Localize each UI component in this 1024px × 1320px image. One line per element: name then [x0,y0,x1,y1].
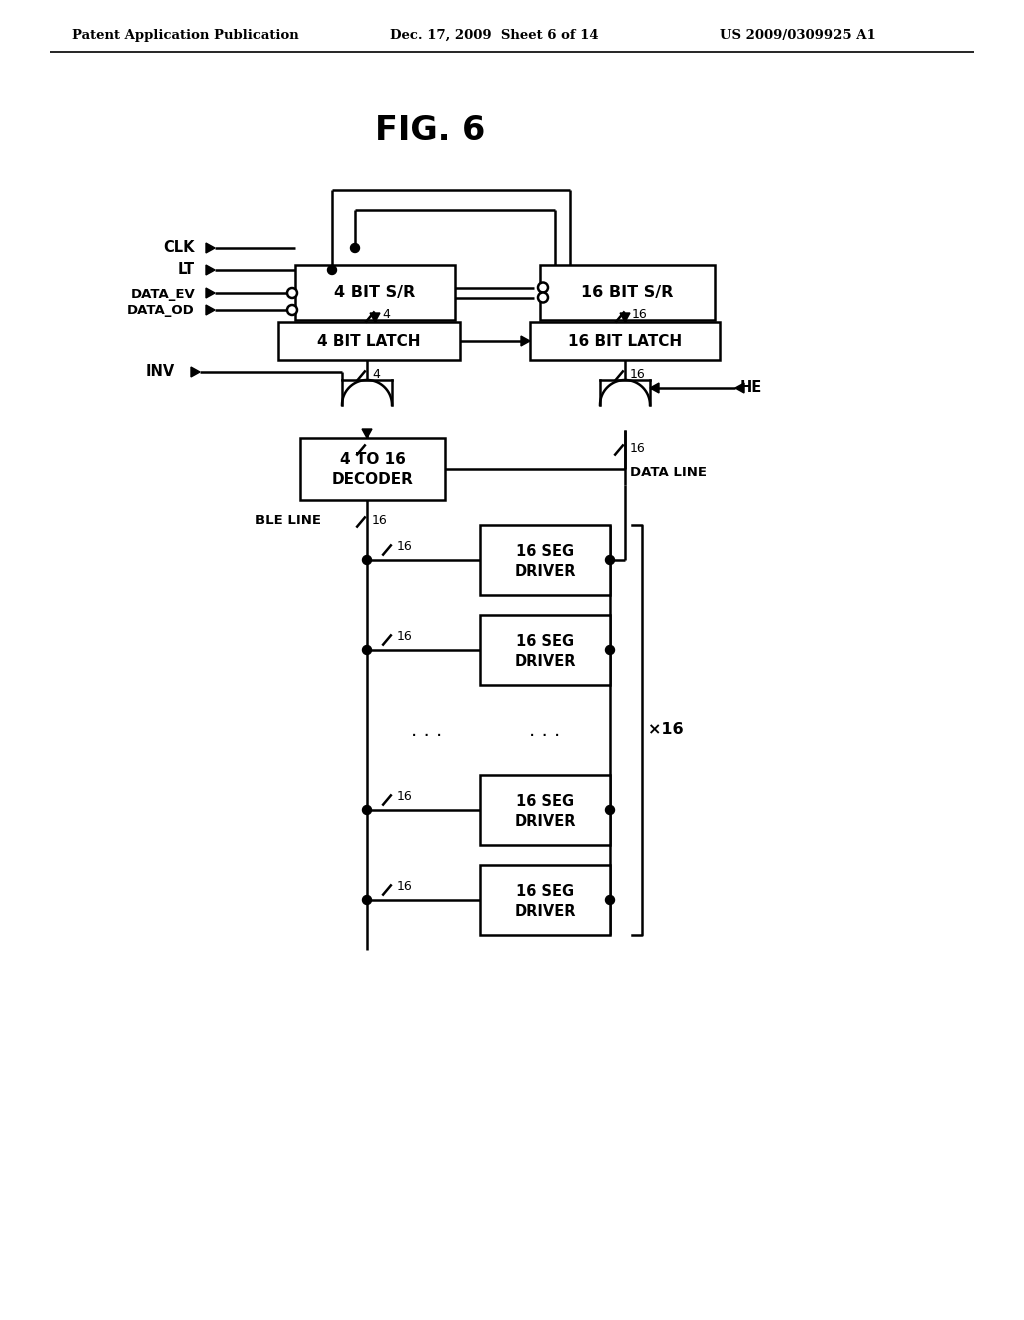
Polygon shape [206,288,215,298]
Text: DATA_EV: DATA_EV [130,288,195,301]
Circle shape [287,288,297,298]
Text: 16 BIT S/R: 16 BIT S/R [582,285,674,300]
Bar [480,525,610,595]
Text: 16: 16 [397,540,413,553]
Circle shape [362,895,372,904]
Text: 16 SEG: 16 SEG [516,634,574,648]
Bar [300,438,445,500]
Text: 4: 4 [382,309,390,322]
Text: BLE LINE: BLE LINE [255,513,321,527]
Circle shape [328,265,337,275]
Bar [530,322,720,360]
Text: DRIVER: DRIVER [514,813,575,829]
Bar [480,865,610,935]
Text: DATA_OD: DATA_OD [127,304,195,317]
Bar [540,265,715,319]
Bar [480,775,610,845]
Text: . . .: . . . [529,721,560,739]
Bar [295,265,455,319]
Text: 16 SEG: 16 SEG [516,544,574,558]
Text: CLK: CLK [164,240,195,256]
Polygon shape [362,429,372,438]
Circle shape [350,243,359,252]
Text: DRIVER: DRIVER [514,903,575,919]
Circle shape [538,282,548,293]
Polygon shape [735,383,744,393]
Polygon shape [521,337,530,346]
Text: 16: 16 [632,309,648,322]
Text: ×16: ×16 [648,722,684,738]
Circle shape [287,305,297,315]
Text: LT: LT [178,263,195,277]
Bar [480,615,610,685]
Text: 16 BIT LATCH: 16 BIT LATCH [568,334,682,348]
Polygon shape [206,265,215,275]
Text: DECODER: DECODER [332,471,414,487]
Text: . . .: . . . [412,721,442,739]
Circle shape [538,293,548,302]
Text: 16: 16 [397,791,413,804]
Text: 4 TO 16: 4 TO 16 [340,451,406,466]
Bar [278,322,460,360]
Text: 16: 16 [630,441,646,454]
Text: 16: 16 [630,367,646,380]
Text: 4 BIT LATCH: 4 BIT LATCH [317,334,421,348]
Polygon shape [206,243,215,253]
Polygon shape [342,380,392,405]
Text: 16: 16 [397,631,413,644]
Text: 16: 16 [372,513,388,527]
Text: 4: 4 [372,441,380,454]
Polygon shape [206,305,215,315]
Text: DATA LINE: DATA LINE [630,466,707,479]
Text: 4 BIT S/R: 4 BIT S/R [335,285,416,300]
Circle shape [605,895,614,904]
Circle shape [362,805,372,814]
Polygon shape [600,380,650,405]
Text: 16 SEG: 16 SEG [516,793,574,808]
Polygon shape [621,313,630,322]
Circle shape [605,556,614,565]
Circle shape [362,556,372,565]
Circle shape [362,645,372,655]
Text: Patent Application Publication: Patent Application Publication [72,29,299,41]
Text: Dec. 17, 2009  Sheet 6 of 14: Dec. 17, 2009 Sheet 6 of 14 [390,29,599,41]
Polygon shape [650,383,659,393]
Circle shape [605,645,614,655]
Text: INV: INV [145,364,175,380]
Text: DRIVER: DRIVER [514,564,575,578]
Text: 16 SEG: 16 SEG [516,883,574,899]
Text: 16: 16 [397,880,413,894]
Circle shape [605,805,614,814]
Polygon shape [191,367,200,378]
Text: 4: 4 [372,367,380,380]
Polygon shape [370,313,380,322]
Text: DRIVER: DRIVER [514,653,575,668]
Text: US 2009/0309925 A1: US 2009/0309925 A1 [720,29,876,41]
Text: FIG. 6: FIG. 6 [375,114,485,147]
Text: HE: HE [740,380,762,396]
